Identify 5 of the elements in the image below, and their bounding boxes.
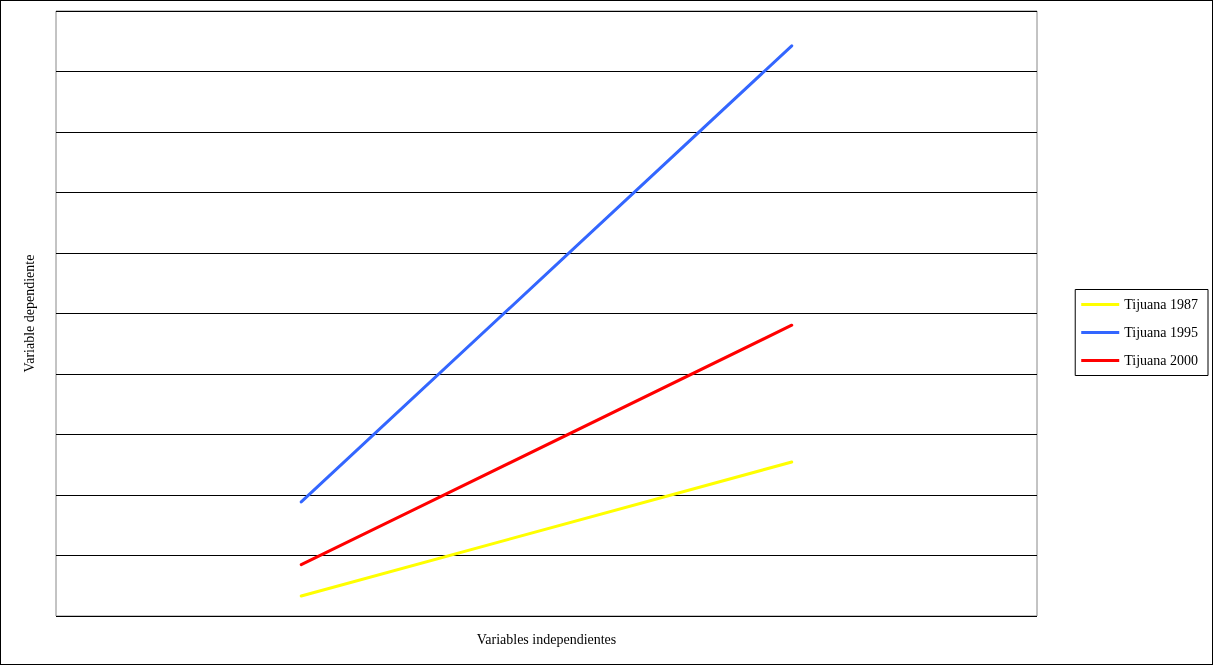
legend-label: Tijuana 1987 [1124,297,1199,312]
legend-label: Tijuana 1995 [1124,325,1199,340]
y-axis-title: Variable dependiente [21,254,37,373]
x-axis-title: Variables independientes [476,631,617,647]
legend-label: Tijuana 2000 [1124,353,1199,368]
